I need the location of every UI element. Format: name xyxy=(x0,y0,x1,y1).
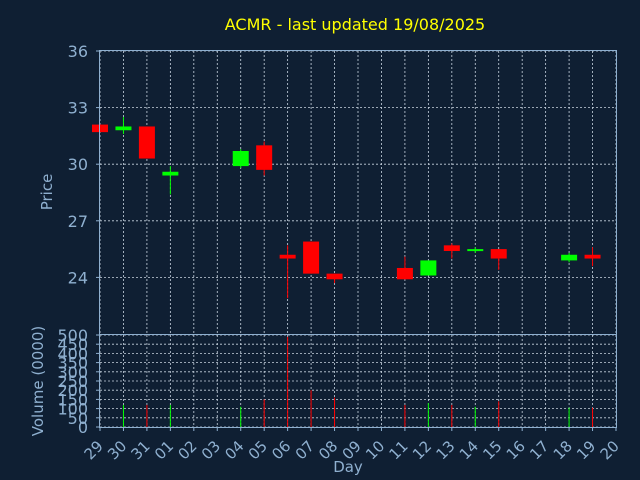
volume-y-tick-label: 450 xyxy=(57,335,88,354)
candle-body xyxy=(561,254,578,261)
candle-body xyxy=(467,249,484,252)
price-y-tick-label: 36 xyxy=(68,42,88,61)
price-y-tick-label: 24 xyxy=(68,268,88,287)
price-y-tick-label: 30 xyxy=(68,155,88,174)
chart-title: ACMR - last updated 19/08/2025 xyxy=(225,15,485,34)
candle-body xyxy=(420,260,437,276)
volume-y-tick-label: 150 xyxy=(57,390,88,409)
volume-bars xyxy=(122,336,594,427)
volume-y-tick-label: 200 xyxy=(57,381,88,400)
volume-y-tick-label: 350 xyxy=(57,354,88,373)
x-axis-label: Day xyxy=(333,458,363,476)
candle-body xyxy=(490,249,507,259)
volume-axis-label: Volume (0000) xyxy=(29,326,47,436)
candle-body xyxy=(443,245,460,251)
volume-y-tick-label: 500 xyxy=(57,326,88,345)
price-axis-label: Price xyxy=(38,174,56,211)
price-y-tick-label: 33 xyxy=(68,99,88,118)
volume-y-tick-label: 0 xyxy=(78,418,88,437)
volume-y-tick-label: 100 xyxy=(57,400,88,419)
candle-body xyxy=(115,126,132,131)
volume-y-tick-label: 400 xyxy=(57,344,88,363)
candle-body xyxy=(584,254,601,259)
volume-y-tick-label: 300 xyxy=(57,363,88,382)
volume-y-tick-label: 250 xyxy=(57,372,88,391)
candle-body xyxy=(326,273,343,280)
candle-body xyxy=(256,145,273,170)
volume-y-tick-label: 50 xyxy=(68,409,88,428)
candle-body xyxy=(162,171,179,176)
candle-body xyxy=(138,126,155,159)
candle-body xyxy=(279,254,296,259)
price-y-tick-label: 27 xyxy=(68,212,88,231)
candlesticks xyxy=(92,117,601,299)
price-y-axis: 24 27 30 33 36 xyxy=(68,42,100,287)
candle-body xyxy=(232,150,249,167)
candle-body xyxy=(396,267,413,280)
candle-body xyxy=(303,241,320,274)
